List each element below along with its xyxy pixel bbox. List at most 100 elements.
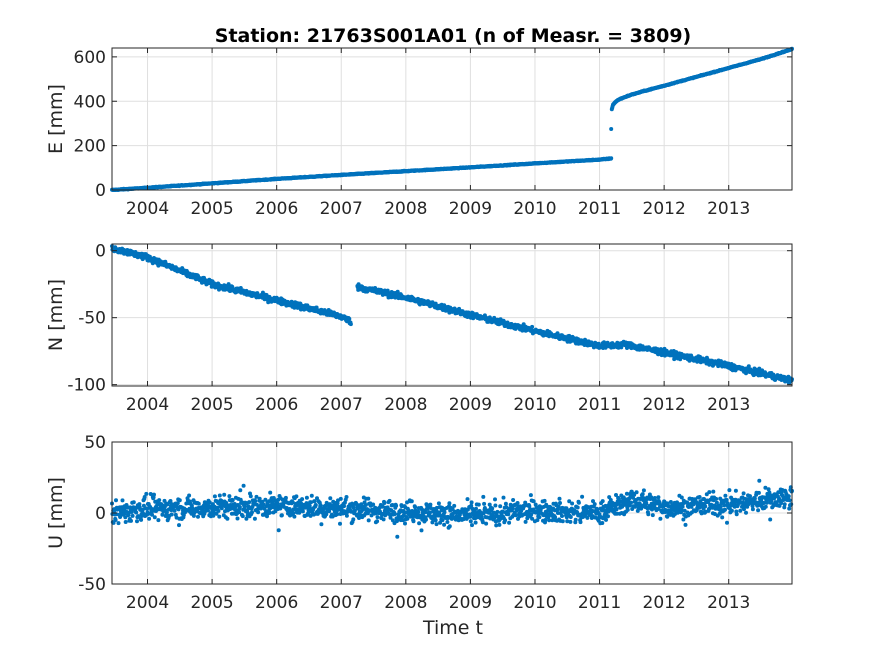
data-point xyxy=(177,498,182,503)
x-tick-label: 2008 xyxy=(384,199,427,219)
x-tick-label: 2009 xyxy=(449,199,492,219)
data-point xyxy=(300,497,305,502)
chart-title: Station: 21763S001A01 (n of Measr. = 380… xyxy=(215,25,691,47)
data-point xyxy=(235,516,240,521)
data-point xyxy=(481,494,486,499)
data-point xyxy=(560,519,565,524)
data-point xyxy=(242,504,247,509)
data-point xyxy=(254,494,259,499)
x-tick-label: 2013 xyxy=(707,199,750,219)
data-point xyxy=(313,503,318,507)
data-point xyxy=(172,508,177,513)
data-point xyxy=(614,511,619,516)
data-point xyxy=(609,126,614,131)
data-point xyxy=(240,514,245,519)
data-point xyxy=(256,510,261,515)
data-point xyxy=(217,493,222,498)
data-point xyxy=(560,514,564,518)
series-U xyxy=(110,478,794,539)
data-point xyxy=(592,502,597,507)
x-tick-label: 2008 xyxy=(384,395,427,415)
data-point xyxy=(556,504,561,509)
x-tick-label: 2006 xyxy=(255,395,298,415)
data-point xyxy=(650,507,654,512)
data-point xyxy=(264,293,269,297)
data-point xyxy=(468,519,473,524)
data-point xyxy=(196,514,200,519)
data-point xyxy=(440,518,445,523)
data-point xyxy=(244,516,249,521)
data-point xyxy=(568,515,573,519)
data-point xyxy=(357,516,361,520)
data-point xyxy=(403,521,407,526)
data-point xyxy=(268,490,273,495)
data-point xyxy=(681,517,686,522)
data-point xyxy=(680,504,685,509)
data-point xyxy=(216,508,221,513)
data-point xyxy=(247,500,252,505)
data-point xyxy=(604,517,608,522)
data-point xyxy=(375,519,380,524)
data-point xyxy=(187,493,192,498)
data-point xyxy=(136,514,141,519)
data-point xyxy=(283,495,288,500)
data-point xyxy=(600,499,605,504)
data-point xyxy=(375,515,380,520)
data-point xyxy=(624,491,629,496)
data-point xyxy=(300,509,305,514)
data-point xyxy=(263,497,268,502)
data-point xyxy=(484,521,489,526)
data-point xyxy=(304,495,309,500)
y-axis-label-N: N [mm] xyxy=(45,279,67,351)
data-point xyxy=(442,522,447,527)
data-point xyxy=(542,498,547,503)
data-point xyxy=(510,506,515,511)
data-point xyxy=(576,500,581,505)
x-tick-label: 2011 xyxy=(578,199,621,219)
data-point xyxy=(417,521,422,526)
y-tick-label: -100 xyxy=(67,376,106,396)
data-point xyxy=(390,503,395,507)
data-point xyxy=(366,518,371,523)
panel-N: 2004 2005 2006 2007 2008 2009 2010 2011 2012 2013… xyxy=(45,242,794,415)
data-point xyxy=(428,510,432,515)
y-tick-label: 200 xyxy=(74,137,106,157)
data-point xyxy=(531,499,536,504)
data-point xyxy=(629,500,633,505)
data-point xyxy=(543,518,548,522)
data-point xyxy=(445,520,450,524)
data-point xyxy=(658,516,663,521)
data-point xyxy=(436,501,441,506)
data-point xyxy=(142,495,147,499)
data-point xyxy=(416,509,421,514)
data-point xyxy=(351,517,356,522)
data-point xyxy=(148,492,153,496)
data-point xyxy=(491,510,496,515)
data-point xyxy=(447,501,452,506)
data-point xyxy=(281,501,286,506)
data-point xyxy=(714,496,719,501)
data-point xyxy=(405,500,409,505)
data-point xyxy=(714,500,719,505)
data-point xyxy=(479,514,484,519)
data-point xyxy=(679,508,684,513)
data-point xyxy=(495,509,500,514)
data-point xyxy=(530,516,535,521)
data-point xyxy=(131,500,136,505)
data-point xyxy=(490,506,495,511)
data-point xyxy=(697,495,702,499)
x-tick-label: 2012 xyxy=(643,199,686,219)
x-tick-label: 2010 xyxy=(513,199,556,219)
data-point xyxy=(318,503,323,508)
data-point xyxy=(238,488,243,493)
data-point xyxy=(447,524,452,529)
data-point xyxy=(177,523,181,528)
data-point xyxy=(319,522,324,527)
data-point xyxy=(276,528,281,533)
x-tick-label: 2004 xyxy=(126,199,169,219)
data-point xyxy=(395,289,400,294)
data-point xyxy=(388,515,393,520)
data-point xyxy=(196,501,201,506)
data-point xyxy=(152,492,156,497)
data-point xyxy=(703,504,708,509)
